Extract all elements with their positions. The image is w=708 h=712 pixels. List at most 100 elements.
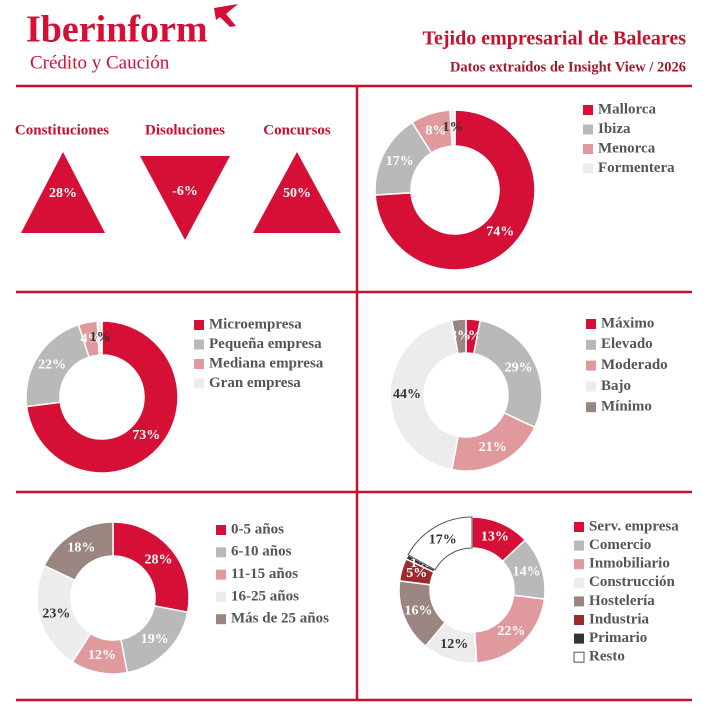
legend-swatch <box>583 124 593 135</box>
legend-label: 6-10 años <box>231 544 292 560</box>
legend-swatch <box>574 540 584 551</box>
donut-slice <box>449 109 456 147</box>
legend-label: Elevado <box>601 336 653 352</box>
value-label: 18% <box>67 540 95 555</box>
legend-swatch <box>586 360 596 371</box>
legend-label: Pequeña empresa <box>209 336 322 352</box>
legend-swatch <box>586 319 596 329</box>
donut-slice <box>43 521 114 582</box>
value-label: 12% <box>440 637 468 652</box>
value-label: 13% <box>481 529 509 544</box>
value-label: 74% <box>486 225 514 240</box>
value-label: 1% <box>90 330 111 345</box>
value-label: 23% <box>42 607 70 622</box>
value-label: 22% <box>497 624 525 639</box>
legend-swatch <box>216 547 226 558</box>
legend-label: Microempresa <box>209 316 302 332</box>
legend-swatch <box>586 402 596 413</box>
legend-label: Mediana empresa <box>209 355 324 371</box>
legend-label: Mínimo <box>601 399 652 415</box>
legend-swatch <box>583 163 593 174</box>
legend-swatch <box>194 378 204 389</box>
legend-swatch <box>586 339 596 350</box>
donut-slice <box>25 320 179 474</box>
value-label: 29% <box>505 360 533 375</box>
value-label: 16% <box>405 603 433 618</box>
legend-label: Hostelería <box>589 593 655 609</box>
legend-label: Serv. empresa <box>589 518 679 534</box>
value-label: 12% <box>88 648 116 663</box>
subtitle: Datos extraídos de Insight View / 2026 <box>450 59 686 75</box>
legend-swatch <box>194 359 204 369</box>
legend-swatch <box>216 591 226 602</box>
donut-slice <box>407 516 473 571</box>
legend-label: Gran empresa <box>209 375 301 391</box>
legend-swatch <box>583 105 593 115</box>
legend-label: Inmobiliario <box>589 556 670 572</box>
legend-swatch <box>194 339 204 350</box>
legend-label: Menorca <box>598 140 656 156</box>
value-label: 8% <box>425 123 446 138</box>
logo-icon <box>214 4 238 27</box>
value-label: 73% <box>132 428 160 443</box>
tagline: Crédito y Caución <box>30 52 170 73</box>
legend-label: Primario <box>589 630 647 646</box>
donut-slice <box>96 320 103 356</box>
donut-slice <box>112 521 190 614</box>
indicator-value: -6% <box>172 184 198 199</box>
value-label: 1% <box>443 120 464 135</box>
value-label: 17% <box>386 154 414 169</box>
legend-swatch <box>574 522 584 532</box>
legend-swatch <box>574 577 584 588</box>
value-label: 5% <box>406 566 427 581</box>
legend-label: Resto <box>589 649 625 665</box>
triangle-down <box>140 156 230 240</box>
value-label: 17% <box>429 533 457 548</box>
value-label: 21% <box>479 440 507 455</box>
indicator-label: Disoluciones <box>145 122 225 138</box>
title: Tejido empresarial de Baleares <box>423 28 687 50</box>
brand: Iberinform <box>26 9 208 51</box>
triangle-up <box>253 152 341 233</box>
legend-swatch <box>216 525 226 535</box>
legend-label: Mallorca <box>598 101 657 117</box>
value-label: 19% <box>141 632 169 647</box>
legend-swatch <box>574 615 584 625</box>
legend-label: 11-15 años <box>231 566 298 582</box>
donut-slice <box>389 319 460 471</box>
legend-swatch <box>216 614 226 625</box>
legend-swatch <box>583 144 593 154</box>
donut-slice <box>472 319 543 429</box>
legend-swatch <box>574 633 584 644</box>
value-label: 4% <box>80 331 101 346</box>
legend-label: 0-5 años <box>231 521 284 537</box>
legend-label: Más de 25 años <box>231 611 329 627</box>
legend-label: Ibiza <box>598 121 631 137</box>
legend-swatch <box>573 651 585 663</box>
legend-swatch <box>586 381 596 392</box>
indicator-value: 50% <box>283 186 311 201</box>
legend-label: Construcción <box>589 574 675 590</box>
legend-swatch <box>574 596 584 607</box>
donut-slice <box>450 318 467 355</box>
value-label: 3% <box>450 328 471 343</box>
legend-label: Moderado <box>601 357 668 373</box>
legend-swatch <box>574 559 584 570</box>
value-label: 28% <box>144 553 172 568</box>
indicator-label: Concursos <box>263 122 331 138</box>
legend-swatch <box>216 569 226 580</box>
legend-label: Máximo <box>601 315 654 331</box>
legend-label: Comercio <box>589 537 651 553</box>
legend-label: Industria <box>589 611 650 627</box>
indicator-label: Constituciones <box>15 122 109 138</box>
legend-label: Bajo <box>601 378 631 394</box>
value-label: 44% <box>393 387 421 402</box>
value-label: 14% <box>513 564 541 579</box>
legend-swatch <box>194 320 204 330</box>
legend-label: Formentera <box>598 160 675 176</box>
donut-slice <box>374 109 536 271</box>
triangle-up <box>21 152 105 233</box>
indicator-value: 28% <box>49 186 77 201</box>
legend-label: 16-25 años <box>231 588 299 604</box>
